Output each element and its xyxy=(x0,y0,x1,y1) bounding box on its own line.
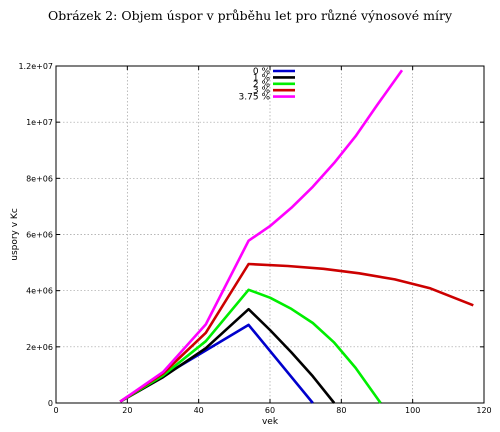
y-tick-label: 1e+07 xyxy=(26,118,53,127)
x-tick-label: 20 xyxy=(122,406,132,415)
legend-label: 3.75 % xyxy=(239,93,271,103)
y-tick-label: 1.2e+07 xyxy=(18,62,53,71)
x-tick-label: 0 xyxy=(53,406,58,415)
x-tick-label: 120 xyxy=(476,406,491,415)
series-line-2 xyxy=(119,307,336,404)
y-tick-label: 8e+06 xyxy=(26,174,53,183)
y-tick-label: 0 xyxy=(48,399,53,408)
y-tick-label: 6e+06 xyxy=(26,231,53,240)
series-line-3 xyxy=(119,288,382,404)
series-line-4 xyxy=(119,262,474,403)
series-line-1 xyxy=(119,323,314,404)
x-tick-label: 80 xyxy=(336,406,346,415)
x-axis-label: vek xyxy=(262,417,279,427)
y-axis-ticks: 0 2e+06 4e+06 6e+06 8e+06 1e+07 1.2e+07 xyxy=(18,62,484,408)
grid-lines xyxy=(56,66,484,403)
series-line-5 xyxy=(119,69,404,403)
x-tick-label: 60 xyxy=(265,406,275,415)
x-tick-label: 40 xyxy=(194,406,204,415)
legend-label: 1 % xyxy=(253,73,271,83)
legend: 0 %1 %2 %3 %3.75 % xyxy=(239,67,295,103)
x-axis-ticks: 0 20 40 60 80 100 120 xyxy=(53,66,492,415)
legend-label: 3 % xyxy=(253,86,271,96)
y-tick-label: 4e+06 xyxy=(26,287,53,296)
legend-label: 0 % xyxy=(253,67,271,77)
legend-label: 2 % xyxy=(253,80,271,90)
y-axis-label: uspory v Kc xyxy=(10,208,20,261)
figure-caption: Obrázek 2: Objem úspor v průběhu let pro… xyxy=(47,8,453,23)
y-tick-label: 2e+06 xyxy=(26,343,53,352)
x-tick-label: 100 xyxy=(405,406,420,415)
series-lines xyxy=(119,69,474,404)
